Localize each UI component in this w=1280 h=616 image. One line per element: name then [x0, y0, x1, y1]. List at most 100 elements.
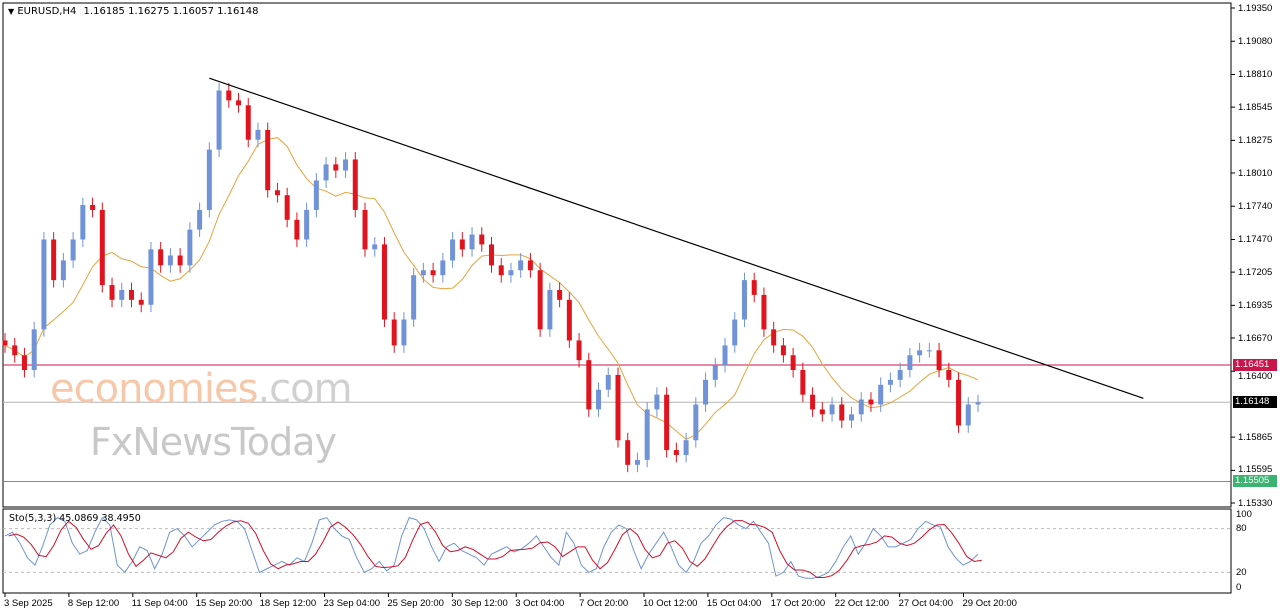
price-tag-resistance: 1.16451: [1233, 358, 1277, 371]
candle-body: [868, 399, 874, 405]
candle-body: [586, 360, 592, 410]
candle-body: [771, 329, 777, 346]
candle-body: [897, 370, 903, 380]
candle-body: [255, 129, 261, 140]
chart-header: ▼ EURUSD,H4 1.16185 1.16275 1.16057 1.16…: [8, 6, 259, 17]
candle-body: [761, 294, 767, 330]
price-tick-label: 1.17205: [1238, 266, 1273, 278]
candle-body: [479, 234, 485, 245]
candle-body: [352, 159, 358, 210]
time-tick-label: 10 Oct 12:00: [643, 598, 698, 609]
candle-body: [469, 234, 475, 250]
candle-body: [926, 350, 932, 352]
candle-body: [343, 159, 349, 171]
price-tick-label: 1.15865: [1238, 431, 1273, 443]
candle-body: [489, 244, 494, 266]
price-tick-label: 1.15330: [1238, 497, 1273, 509]
time-tick-label: 3 Sep 2025: [4, 598, 53, 609]
time-tick-label: 17 Oct 20:00: [770, 598, 826, 609]
price-tick-label: 1.15595: [1238, 463, 1273, 475]
candle-body: [625, 440, 631, 465]
candle-body: [790, 355, 796, 371]
main-panel-border: [2, 2, 1232, 508]
candle-body: [566, 299, 572, 341]
candle-body: [109, 285, 115, 300]
indicator-label: Sto(5,3,3) 45.0869 38.4950: [9, 513, 141, 524]
candle-body: [965, 404, 971, 426]
time-tick-label: 22 Oct 12:00: [834, 598, 890, 609]
candle-body: [90, 205, 96, 210]
candle-body: [216, 90, 222, 150]
candle-body: [21, 355, 27, 371]
candle-body: [430, 270, 436, 276]
price-tick-label: 1.19350: [1238, 2, 1273, 14]
candle-body: [459, 239, 465, 250]
candle-body: [391, 319, 397, 346]
candle-body: [887, 379, 893, 385]
time-tick-label: 8 Sep 12:00: [67, 598, 120, 609]
ohlc-values: 1.16185 1.16275 1.16057 1.16148: [83, 6, 259, 17]
candle-body: [654, 394, 660, 410]
candle-body: [644, 409, 650, 460]
candle-body: [576, 340, 582, 361]
candle-body: [167, 255, 173, 266]
time-tick-label: 18 Sep 12:00: [259, 598, 317, 609]
candle-body: [274, 190, 280, 196]
candle-body: [537, 270, 543, 330]
candle-body: [849, 414, 855, 421]
candle-body: [206, 149, 212, 210]
candle-body: [858, 399, 864, 415]
candle-body: [907, 355, 913, 371]
candle-body: [41, 239, 47, 330]
candle-body: [741, 280, 747, 320]
time-tick-label: 30 Sep 12:00: [451, 598, 508, 609]
price-tick-label: 1.18275: [1238, 134, 1273, 146]
sto-level-label: 0: [1236, 581, 1242, 593]
candle-body: [664, 394, 670, 451]
candle-body: [60, 260, 66, 281]
candle-body: [138, 299, 144, 305]
price-tick-label: 1.19080: [1238, 35, 1273, 47]
candle-body: [372, 244, 378, 250]
watermark-suffix: .com: [257, 366, 352, 412]
candle-body: [245, 105, 251, 140]
candle-body: [12, 345, 18, 356]
candle-body: [450, 239, 456, 261]
candle-body: [381, 244, 387, 320]
candle-body: [128, 289, 134, 300]
price-tick-label: 1.16670: [1238, 332, 1273, 344]
candle-body: [810, 394, 816, 410]
candle-body: [615, 374, 621, 441]
candle-body: [819, 409, 825, 415]
candle-body: [975, 402, 981, 405]
symbol-label: EURUSD,H4: [17, 6, 77, 17]
sto-level-label: 20: [1236, 566, 1247, 578]
candle-body: [158, 249, 164, 266]
candle-body: [829, 404, 835, 415]
candle-body: [31, 329, 37, 371]
time-tick-label: 23 Sep 04:00: [323, 598, 381, 609]
time-tick-label: 25 Sep 20:00: [387, 598, 444, 609]
triangle-down-icon[interactable]: ▼: [8, 7, 15, 16]
candle-body: [780, 345, 786, 356]
indicator-panel-border: [2, 508, 1232, 594]
candle-body: [673, 450, 679, 455]
candle-body: [265, 129, 271, 191]
candle-body: [839, 404, 845, 421]
candle-body: [323, 164, 329, 181]
candle-body: [401, 319, 407, 346]
candle-body: [703, 379, 709, 405]
candle-body: [70, 239, 76, 261]
candle-body: [498, 265, 504, 276]
price-tag-current: 1.16148: [1233, 396, 1277, 409]
sto-level-label: 80: [1236, 523, 1247, 535]
candle-body: [177, 255, 183, 266]
candle-body: [946, 370, 952, 380]
price-tag-support: 1.15505: [1233, 475, 1277, 488]
candle-body: [284, 195, 290, 220]
candle-body: [936, 350, 942, 371]
candle-body: [226, 90, 232, 101]
sto-main-line: [4, 516, 979, 579]
